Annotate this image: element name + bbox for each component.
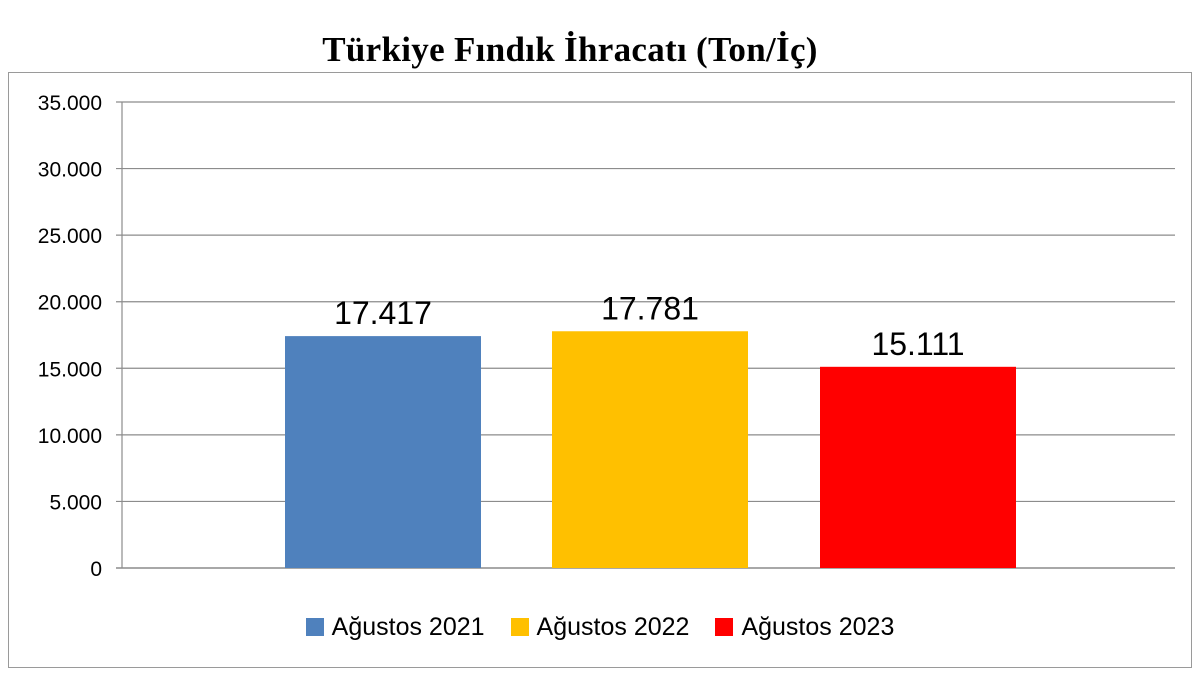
y-tick-label: 35.000	[38, 92, 102, 115]
y-tick-label: 30.000	[38, 159, 102, 182]
bar	[285, 336, 481, 568]
legend-swatch	[715, 618, 734, 636]
legend-item: Ağustos 2021	[305, 612, 485, 642]
legend-swatch	[305, 618, 324, 636]
chart-title: Türkiye Fındık İhracatı (Ton/İç)	[322, 30, 818, 69]
y-tick-label: 25.000	[38, 225, 102, 248]
y-tick-label: 15.000	[38, 358, 102, 381]
data-label: 15.111	[871, 326, 964, 362]
legend-item: Ağustos 2022	[510, 612, 690, 642]
y-tick-label: 5.000	[49, 491, 102, 514]
data-label: 17.417	[334, 295, 432, 331]
legend-label: Ağustos 2023	[741, 612, 895, 641]
bar	[552, 331, 748, 568]
bar	[820, 366, 1016, 568]
legend-label: Ağustos 2022	[536, 612, 690, 641]
y-tick-label: 10.000	[38, 425, 102, 448]
legend-label: Ağustos 2021	[331, 612, 485, 641]
legend-item: Ağustos 2023	[715, 613, 894, 642]
legend: Ağustos 2021 Ağustos 2022 Ağustos 2023	[0, 610, 1200, 644]
y-tick-label: 0	[90, 558, 102, 581]
legend-swatch	[510, 618, 529, 636]
data-label: 17.781	[601, 290, 699, 326]
y-tick-label: 20.000	[38, 292, 102, 315]
